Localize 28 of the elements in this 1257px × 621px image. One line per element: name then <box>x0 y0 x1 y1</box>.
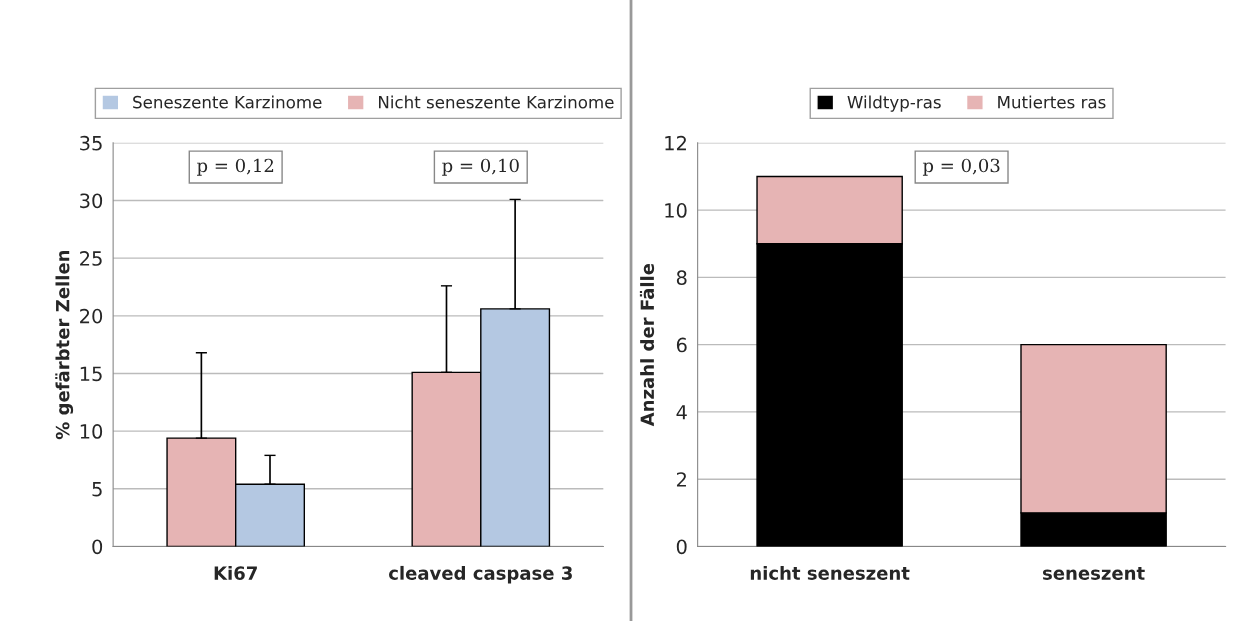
y-tick-label: 35 <box>80 135 102 151</box>
x-tick-label: seneszent <box>1042 566 1145 580</box>
annotation: p = 0,12 <box>197 158 274 176</box>
y-tick-label: 30 <box>80 193 103 209</box>
y-tick-label: 5 <box>92 482 102 497</box>
x-tick-label: cleaved caspase 3 <box>389 565 572 584</box>
x-tick-label: Ki67 <box>214 565 257 580</box>
annotation: p = 0,10 <box>442 158 519 176</box>
y-tick-label: 4 <box>676 405 687 420</box>
annotation: p = 0,03 <box>922 158 1000 176</box>
x-tick-label: nicht seneszent <box>750 565 910 580</box>
y-tick-label: 10 <box>665 203 687 218</box>
legend-label: Nicht seneszente Karzinome <box>379 95 614 109</box>
legend-label: Seneszente Karzinome <box>133 95 322 109</box>
y-tick-label: 0 <box>92 539 103 555</box>
y-tick-label: 12 <box>665 135 686 151</box>
legend-label: Mutiertes ras <box>998 95 1106 109</box>
legend-label: Wildtyp-ras <box>847 95 941 112</box>
y-tick-label: 6 <box>676 337 687 353</box>
y-tick-label: 20 <box>80 308 103 324</box>
y-tick-label: 15 <box>80 366 102 382</box>
y-axis-title: Anzahl der Fälle <box>639 263 655 427</box>
y-axis-title: % gefärbter Zellen <box>55 250 74 440</box>
y-tick-label: 10 <box>80 424 103 439</box>
y-tick-label: 8 <box>676 270 687 286</box>
y-tick-label: 0 <box>676 539 687 555</box>
y-tick-label: 2 <box>676 472 686 487</box>
y-tick-label: 25 <box>80 251 102 266</box>
